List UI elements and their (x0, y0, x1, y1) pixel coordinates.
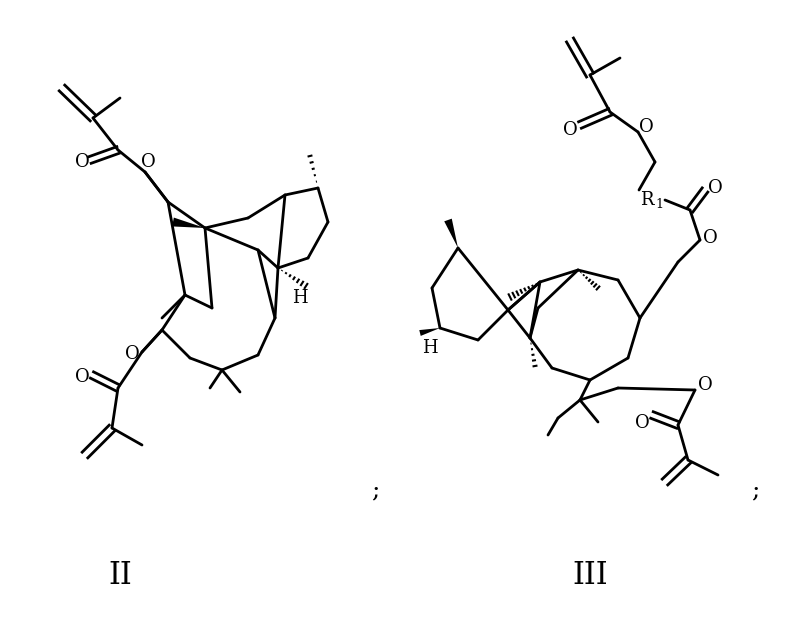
Text: O: O (563, 121, 578, 139)
Text: O: O (634, 414, 649, 432)
Text: R: R (641, 191, 654, 209)
Text: O: O (75, 153, 89, 171)
Text: ;: ; (371, 479, 379, 502)
Text: 1: 1 (655, 197, 663, 210)
Polygon shape (172, 218, 205, 228)
Text: H: H (422, 339, 438, 357)
Text: O: O (698, 376, 712, 394)
Polygon shape (444, 218, 458, 248)
Text: O: O (141, 153, 155, 171)
Text: O: O (703, 229, 717, 247)
Text: III: III (572, 560, 608, 590)
Text: H: H (292, 289, 308, 307)
Text: O: O (707, 179, 722, 197)
Text: O: O (639, 118, 653, 136)
Polygon shape (419, 328, 440, 336)
Text: O: O (125, 345, 140, 363)
Text: ;: ; (750, 479, 759, 502)
Text: O: O (75, 368, 89, 386)
Text: II: II (108, 560, 132, 590)
